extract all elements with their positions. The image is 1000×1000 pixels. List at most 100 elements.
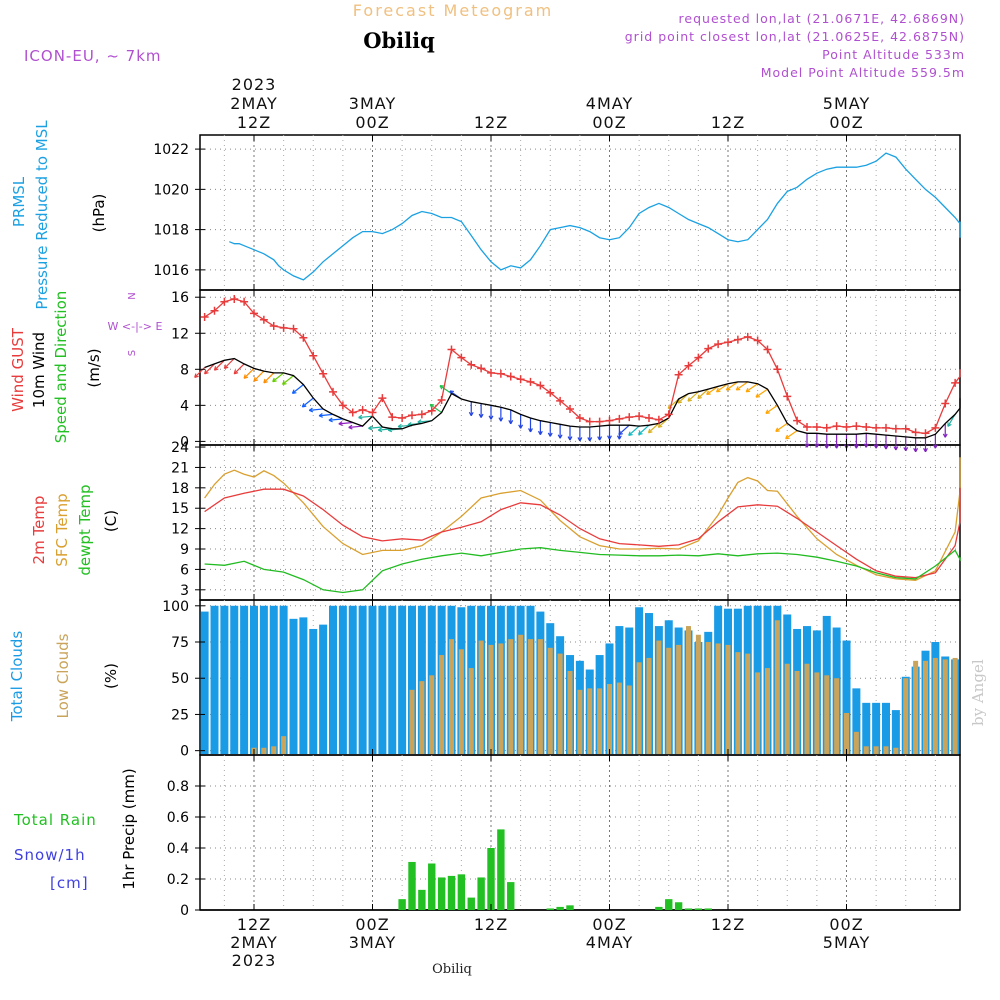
wind-arrow [518,414,524,429]
rain-bar [704,908,712,910]
wind-arrow [488,405,494,420]
gust-marker [210,306,219,315]
gust-marker [398,413,407,422]
wind-arrow-shaft [648,422,660,434]
gust-marker [783,392,792,401]
wind-arrow [468,401,474,417]
total-cloud-bar [279,605,288,754]
temp-2m-line [204,487,961,579]
wind-arrow-shaft [204,363,215,375]
wind-arrow-shaft [745,383,758,393]
total-cloud-bar [378,605,387,754]
gust-ylabel: Wind GUST [9,327,27,412]
ytick-label-clouds: 75 [171,635,189,651]
low-cloud-bar [616,682,622,754]
ytick-label-temperature: 21 [171,460,189,476]
wind-arrow [263,372,275,384]
wind-arrow [638,424,650,436]
wind-arrow [647,422,660,434]
gust-marker [437,395,446,404]
gust-marker [299,333,308,342]
wind-arrow-head [677,399,683,404]
wind-arrow-head [853,444,859,449]
compass-we: W <-|-> E [108,320,163,333]
info-line-1: requested lon,lat (21.0671E, 42.6869N) [679,11,965,26]
gust-marker [348,408,357,417]
wind-arrow [253,370,265,382]
wind-arrow-head [368,425,373,431]
wind-arrow-head [272,377,277,383]
gust-marker [773,365,782,374]
gust-marker [921,429,930,438]
wind-arrow-head [263,378,268,384]
gust-marker [872,423,881,432]
ytick-label-temperature: 24 [171,440,189,456]
wind-arrow-shaft [368,426,383,429]
rain-bar [556,906,564,910]
ytick-label-temperature: 15 [171,501,189,517]
wind-arrow [687,391,699,402]
wind-arrow-shaft [263,372,275,384]
low-cloud-bar [419,681,425,754]
bottom-time-label: 3MAY [349,933,396,952]
wind-ylabel: 10m Wind [30,332,48,408]
gust-marker [259,315,268,324]
low-cloud-bar [478,640,484,754]
wind-arrow-head [883,445,889,450]
bottom-time-label: 00Z [829,915,863,934]
wind-arrow-shaft [439,385,452,395]
wind-speed-line [204,357,961,439]
wind-arrow-head [785,434,790,440]
gust-marker [852,422,861,431]
wind-arrow-head [657,423,663,428]
bottom-time-label: 5MAY [823,933,870,952]
total-cloud-bar [891,710,900,754]
rain-bar [487,848,495,910]
wind-arrow-head [814,443,820,448]
low-cloud-bar [597,688,603,754]
low-cloud-bar [686,626,691,754]
sfc-temp-line [204,457,961,581]
total-cloud-bar [259,605,268,754]
gust-marker [506,372,515,381]
gust-marker [901,424,910,433]
total-cloud-bar [348,605,357,754]
gust-marker [694,353,703,362]
total-cloud-bar [319,624,328,754]
wind-arrow-shaft [628,425,640,436]
low-cloud-bar [814,672,820,754]
gust-marker [220,297,229,306]
low-cloud-bar [508,639,514,754]
wind-arrow-head [498,417,504,422]
wind-ylabel-unit: (m/s) [85,348,103,387]
bottom-time-label: 2MAY [230,933,277,952]
low-cloud-bar [705,642,711,754]
rain-bar [428,863,436,910]
wind-arrow [775,422,788,432]
top-time-label: 00Z [355,113,389,132]
wind-arrow [348,424,363,430]
low-cloud-bar [765,668,770,754]
wind-arrow-head [338,421,343,426]
gust-marker [319,369,328,378]
wind-arrow-head [282,380,287,385]
gust-marker [743,332,752,341]
gust-marker [704,344,713,353]
gust-marker [496,369,505,378]
gust-marker [931,423,940,432]
gust-marker [911,428,920,437]
wind-arrow [557,424,563,439]
wind-arrow [706,385,719,396]
ytick-label-wind: 16 [171,290,189,306]
rain-bar [477,877,485,910]
wind-arrow-head [213,366,219,371]
low-cloud-bar [636,662,642,754]
wind-arrow-shaft [765,404,778,414]
ytick-label-clouds: 25 [171,707,189,723]
low-cloud-bar [577,689,583,754]
wind-arrow-shaft [319,413,334,417]
wind-arrow [508,409,514,425]
total-cloud-bar [220,605,229,754]
bottom-time-label: 00Z [592,915,626,934]
total-cloud-bar [309,628,318,754]
